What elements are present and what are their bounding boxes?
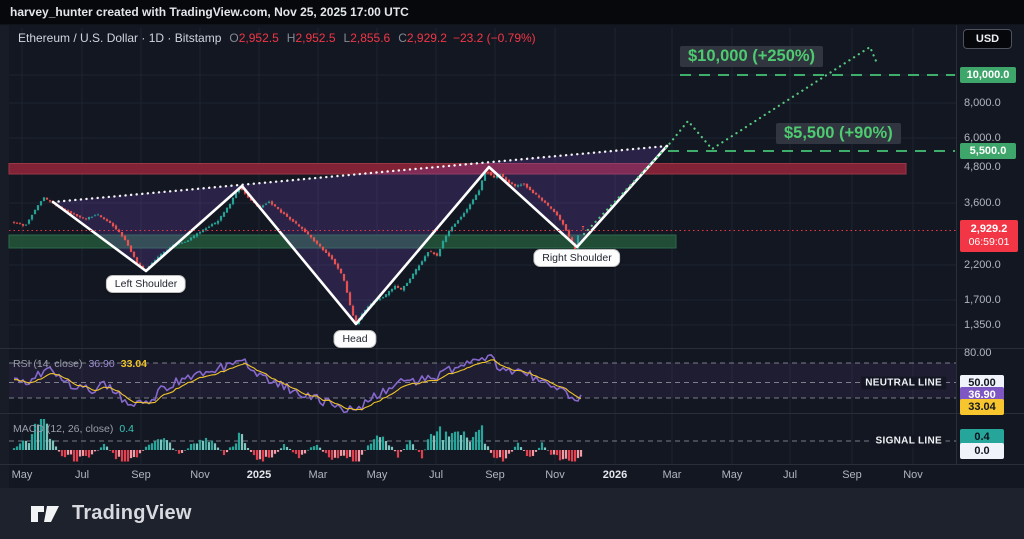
time-axis-label: Jul [782,469,798,481]
open-key: O [229,31,239,45]
currency-toggle-button[interactable]: USD [963,29,1012,49]
time-axis-label: Jul [428,469,444,481]
change-value: −23.2 (−0.79%) [452,31,536,45]
price-axis-label: 4,800.0 [964,161,1001,173]
rsi-indicator-legend[interactable]: RSI (14, close) 36.90 33.04 [13,358,147,370]
close-value: 2,929.2 [406,31,447,45]
footer-bar: TradingView [0,488,1024,539]
price-axis-label: 6,000.0 [964,132,1001,144]
high-value: 2,952.5 [295,31,336,45]
price-axis-label: 3,600.0 [964,197,1001,209]
time-axis-label: Nov [545,469,565,481]
time-axis-label: 2026 [602,469,628,481]
time-axis-label: May [11,469,33,481]
rsi-value: 36.90 [88,358,115,370]
tradingview-logo-icon[interactable] [28,499,62,529]
time-axis-label: Sep [131,469,151,481]
open-value: 2,952.5 [238,31,279,45]
price-axis-badge-green: 5,500.0 [960,143,1016,159]
price-axis-label: 80.00 [964,347,992,359]
symbol-title: Ethereum / U.S. Dollar · 1D · Bitstamp [18,31,222,45]
price-axis-badge-red: 2,929.2 06:59:01 [960,220,1018,252]
price-target-upper-label[interactable]: $10,000 (+250%) [680,46,824,67]
attribution-text: harvey_hunter created with TradingView.c… [10,5,409,19]
price-axis-label: 1,700.0 [964,294,1001,306]
low-key: L [343,31,351,45]
price-axis-badge-green: 10,000.0 [960,67,1016,83]
left-shoulder-label[interactable]: Left Shoulder [105,275,187,293]
countdown-timer: 06:59:01 [968,236,1010,249]
price-axis-label: 8,000.0 [964,97,1001,109]
right-shoulder-label[interactable]: Right Shoulder [533,249,621,267]
time-axis-label: Mar [662,469,682,481]
time-axis-label: May [366,469,388,481]
attribution-bar: harvey_hunter created with TradingView.c… [0,0,1024,25]
rsi-title: RSI (14, close) [13,358,83,370]
time-axis-label: Nov [903,469,923,481]
low-value: 2,855.6 [350,31,391,45]
time-axis-label: Sep [485,469,505,481]
tradingview-brand-text[interactable]: TradingView [72,502,192,524]
macd-indicator-legend[interactable]: MACD (12, 26, close) 0.4 [13,423,134,435]
time-axis-label: Jul [74,469,90,481]
macd-value: 0.4 [119,423,134,435]
time-axis-label: Sep [842,469,862,481]
price-target-lower-label[interactable]: $5,500 (+90%) [776,123,901,144]
high-key: H [286,31,296,45]
symbol-header[interactable]: Ethereum / U.S. Dollar · 1D · Bitstamp O… [18,31,536,45]
time-axis-label: Nov [190,469,210,481]
price-axis-badge-teal: 0.4 [960,429,1004,445]
close-key: C [398,31,407,45]
time-axis-label: 2025 [246,469,272,481]
price-axis-label: 1,350.0 [964,319,1001,331]
macd-title: MACD (12, 26, close) [13,423,114,435]
price-axis-label: 2,200.0 [964,259,1001,271]
signal-line-label[interactable]: SIGNAL LINE [871,434,946,448]
head-label[interactable]: Head [333,330,377,348]
time-axis-label: May [721,469,743,481]
rsi-ma-value: 33.04 [120,358,148,370]
price-axis-badge-yellow: 33.04 [960,399,1004,415]
neutral-line-label[interactable]: NEUTRAL LINE [861,376,946,390]
price-axis-badge-white: 0.0 [960,443,1004,459]
time-axis-label: Mar [308,469,328,481]
